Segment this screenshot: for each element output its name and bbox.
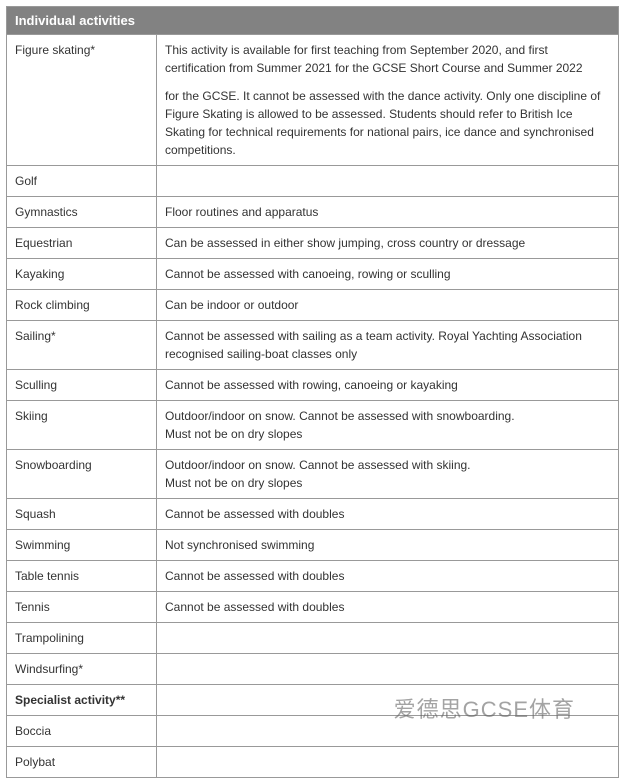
activity-desc-cell: [157, 716, 619, 747]
activity-desc-cell: Outdoor/indoor on snow. Cannot be assess…: [157, 450, 619, 499]
activity-name-cell: Golf: [7, 166, 157, 197]
activity-desc-cell: This activity is available for first tea…: [157, 35, 619, 166]
table-row: Windsurfing*: [7, 654, 619, 685]
table-row: Sailing*Cannot be assessed with sailing …: [7, 321, 619, 370]
activity-desc-cell: [157, 747, 619, 778]
table-row: ScullingCannot be assessed with rowing, …: [7, 370, 619, 401]
activity-name-cell: Specialist activity**: [7, 685, 157, 716]
activity-desc-cell: [157, 623, 619, 654]
table-row: KayakingCannot be assessed with canoeing…: [7, 259, 619, 290]
table-row: Figure skating*This activity is availabl…: [7, 35, 619, 166]
table-row: Boccia: [7, 716, 619, 747]
activity-desc-cell: Outdoor/indoor on snow. Cannot be assess…: [157, 401, 619, 450]
table-row: EquestrianCan be assessed in either show…: [7, 228, 619, 259]
activity-name-cell: Snowboarding: [7, 450, 157, 499]
activity-desc-cell: Can be assessed in either show jumping, …: [157, 228, 619, 259]
table-row: SkiingOutdoor/indoor on snow. Cannot be …: [7, 401, 619, 450]
activity-name-cell: Gymnastics: [7, 197, 157, 228]
activity-desc-cell: Cannot be assessed with doubles: [157, 561, 619, 592]
activity-name-cell: Equestrian: [7, 228, 157, 259]
table-header: Individual activities: [7, 7, 619, 35]
activity-desc-cell: Can be indoor or outdoor: [157, 290, 619, 321]
activity-name-cell: Figure skating*: [7, 35, 157, 166]
activity-desc-cell: Cannot be assessed with canoeing, rowing…: [157, 259, 619, 290]
table-row: Trampolining: [7, 623, 619, 654]
activity-desc-cell: Not synchronised swimming: [157, 530, 619, 561]
table-row: Specialist activity**: [7, 685, 619, 716]
activities-table: Individual activities Figure skating*Thi…: [6, 6, 619, 778]
table-row: SwimmingNot synchronised swimming: [7, 530, 619, 561]
activity-name-cell: Rock climbing: [7, 290, 157, 321]
activity-desc-cell: [157, 166, 619, 197]
activity-desc-cell: [157, 654, 619, 685]
table-row: SquashCannot be assessed with doubles: [7, 499, 619, 530]
table-row: Golf: [7, 166, 619, 197]
activity-desc-cell: Cannot be assessed with rowing, canoeing…: [157, 370, 619, 401]
activity-name-cell: Kayaking: [7, 259, 157, 290]
table-row: Table tennisCannot be assessed with doub…: [7, 561, 619, 592]
activity-name-cell: Table tennis: [7, 561, 157, 592]
table-row: SnowboardingOutdoor/indoor on snow. Cann…: [7, 450, 619, 499]
activity-desc-cell: [157, 685, 619, 716]
activity-name-cell: Tennis: [7, 592, 157, 623]
activity-name-cell: Windsurfing*: [7, 654, 157, 685]
activity-name-cell: Swimming: [7, 530, 157, 561]
activity-desc-cell: Cannot be assessed with doubles: [157, 499, 619, 530]
activity-name-cell: Polybat: [7, 747, 157, 778]
activity-name-cell: Squash: [7, 499, 157, 530]
activity-name-cell: Trampolining: [7, 623, 157, 654]
activity-name-cell: Skiing: [7, 401, 157, 450]
table-row: GymnasticsFloor routines and apparatus: [7, 197, 619, 228]
activity-name-cell: Boccia: [7, 716, 157, 747]
table-row: TennisCannot be assessed with doubles: [7, 592, 619, 623]
activity-name-cell: Sculling: [7, 370, 157, 401]
table-row: Polybat: [7, 747, 619, 778]
table-row: Rock climbingCan be indoor or outdoor: [7, 290, 619, 321]
activity-desc-cell: Floor routines and apparatus: [157, 197, 619, 228]
activity-desc-cell: Cannot be assessed with sailing as a tea…: [157, 321, 619, 370]
activity-name-cell: Sailing*: [7, 321, 157, 370]
activity-desc-cell: Cannot be assessed with doubles: [157, 592, 619, 623]
